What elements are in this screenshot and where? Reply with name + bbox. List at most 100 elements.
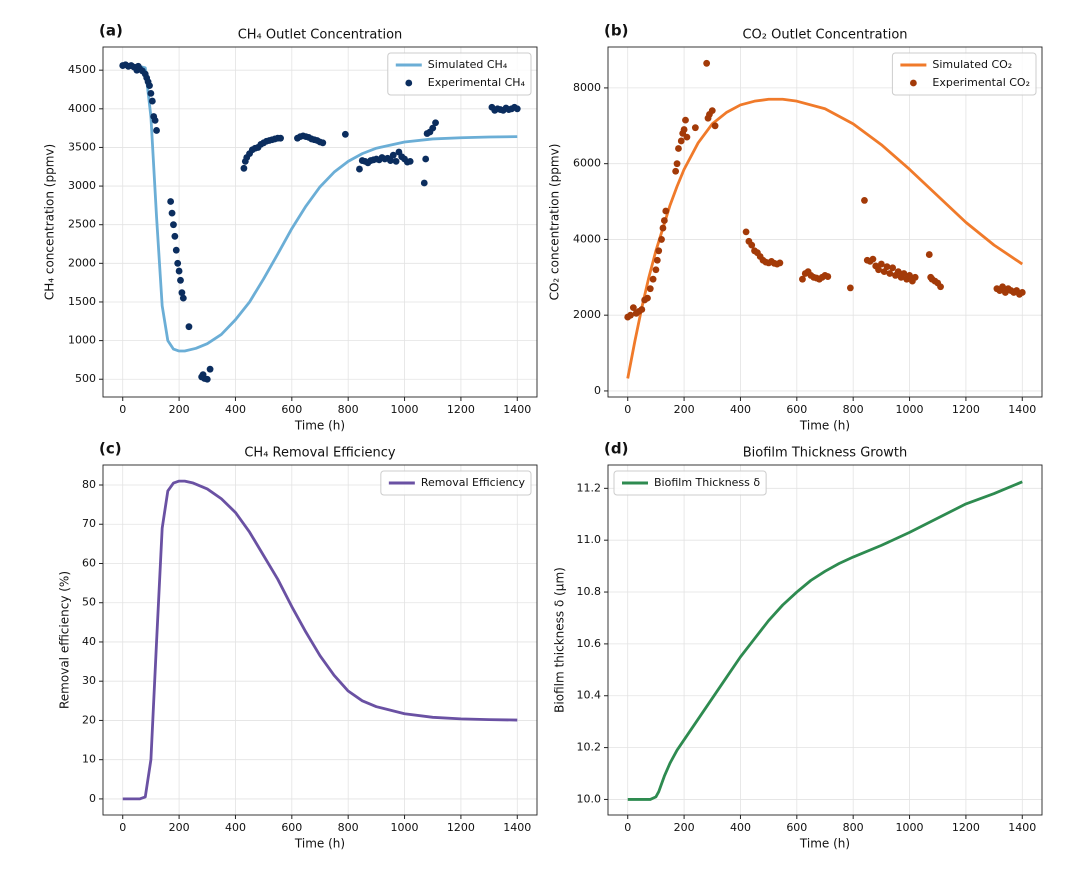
point [846, 284, 854, 292]
chart-title: Biofilm Thickness Growth [743, 446, 908, 461]
legend: Removal Efficiency [380, 470, 532, 496]
plot-area [103, 47, 537, 397]
point [432, 119, 439, 127]
point [869, 255, 877, 263]
x-tick-label: 1000 [896, 403, 924, 416]
x-tick-label: 1400 [1008, 403, 1036, 416]
y-tick-label: 500 [75, 372, 96, 385]
point [153, 127, 160, 134]
y-tick-label: 70 [82, 517, 96, 530]
point [776, 259, 784, 267]
point [799, 275, 806, 283]
point [277, 134, 284, 142]
point [683, 133, 691, 141]
point [147, 89, 155, 97]
point [925, 251, 933, 258]
point [911, 273, 919, 281]
legend-swatch [909, 79, 917, 87]
y-tick-label: 0 [594, 384, 601, 397]
point [675, 145, 682, 152]
y-tick-label: 10.4 [577, 689, 602, 702]
legend-frame [613, 470, 767, 496]
y-tick-label: 3500 [68, 140, 96, 153]
x-tick-label: 400 [225, 821, 246, 834]
panel-label: (b) [604, 22, 628, 40]
legend-label: Simulated CH₄ [428, 58, 508, 71]
x-tick-label: 1000 [896, 821, 924, 834]
y-tick-label: 11.0 [577, 533, 602, 546]
x-axis-label: Time (h) [294, 419, 345, 433]
x-tick-label: 1200 [447, 821, 475, 834]
legend-swatch [405, 79, 413, 87]
point [659, 224, 667, 232]
y-tick-label: 10.6 [577, 637, 602, 650]
panel: 0 200 400 600 800 1000 1200 1400 10.0 10.2 10.4 10.… [553, 440, 1043, 851]
x-tick-label: 200 [674, 821, 695, 834]
point [877, 260, 885, 268]
y-axis-label: CH₄ concentration (ppmv) [43, 144, 57, 300]
point [658, 236, 665, 243]
y-tick-label: 10 [82, 753, 96, 766]
plot-area [103, 465, 537, 815]
point [422, 155, 430, 163]
x-tick-label: 800 [338, 403, 359, 416]
x-tick-label: 1400 [503, 821, 531, 834]
x-tick-label: 1400 [503, 403, 531, 416]
y-axis-label: Removal efficiency (%) [58, 571, 72, 709]
plot-area [608, 47, 1042, 397]
point [167, 198, 175, 205]
point [677, 137, 685, 145]
panel-label: (a) [99, 22, 123, 40]
point [886, 270, 894, 277]
point [672, 167, 680, 175]
x-tick-label: 800 [843, 821, 864, 834]
y-tick-label: 4000 [68, 102, 96, 115]
point [151, 116, 159, 124]
y-tick-label: 2000 [68, 256, 96, 269]
point [673, 160, 681, 168]
point [319, 139, 327, 147]
axes-frame [607, 46, 1043, 398]
point [900, 270, 908, 277]
point [170, 221, 177, 229]
point [999, 283, 1006, 291]
panel-label: (d) [604, 440, 628, 458]
point [1018, 289, 1026, 296]
legend: Simulated CH₄ Experimental CH₄ [387, 52, 532, 96]
y-tick-label: 10.8 [577, 585, 602, 598]
point [824, 273, 832, 280]
point [392, 157, 400, 165]
y-tick-label: 30 [82, 674, 96, 687]
legend-frame [387, 52, 532, 96]
panel: 0 200 400 600 800 1000 1200 1400 500 1000 1500 2000… [43, 22, 538, 433]
chart-title: CH₄ Outlet Concentration [238, 28, 403, 43]
x-tick-label: 0 [624, 821, 631, 834]
legend: Simulated CO₂ Experimental CO₂ [891, 52, 1037, 96]
y-tick-label: 50 [82, 596, 96, 609]
point [748, 241, 756, 249]
point [652, 266, 660, 274]
x-tick-label: 600 [786, 403, 807, 416]
point [646, 285, 654, 293]
axes-frame [102, 46, 538, 398]
point [389, 151, 397, 159]
point [185, 323, 193, 331]
y-axis-label: CO₂ concentration (ppmv) [548, 144, 562, 301]
legend-frame [380, 470, 532, 496]
x-tick-label: 1000 [391, 821, 419, 834]
line [627, 480, 1023, 801]
point [703, 59, 711, 67]
point [682, 116, 689, 124]
x-tick-label: 1200 [952, 403, 980, 416]
point [174, 259, 182, 267]
point [206, 365, 214, 373]
line [122, 479, 518, 801]
y-tick-label: 2500 [68, 218, 96, 231]
x-tick-label: 0 [119, 403, 126, 416]
point [629, 304, 637, 312]
point [171, 232, 179, 240]
point [179, 294, 187, 302]
legend-label: Removal Efficiency [421, 476, 526, 489]
y-tick-label: 11.2 [577, 481, 602, 494]
point [889, 264, 897, 272]
